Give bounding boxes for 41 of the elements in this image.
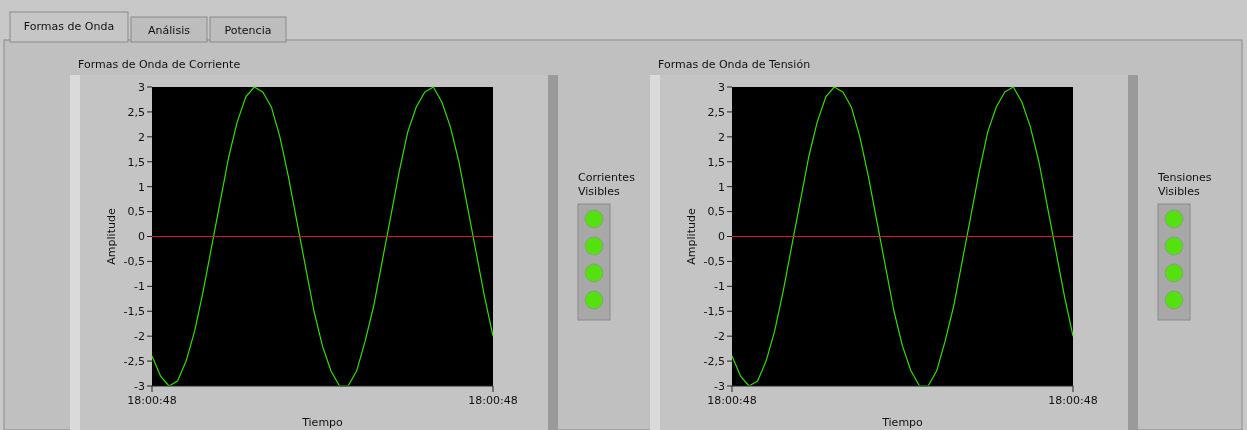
text: Tensiones Visibles <box>1157 171 1212 198</box>
x-tick-label: 18:00:48 <box>1048 394 1098 407</box>
y-tick-label: -0,5 <box>703 255 725 269</box>
y-tick-label: 2 <box>138 130 145 144</box>
y-axis-title: Amplitude <box>105 208 118 265</box>
y-tick-label: -1 <box>714 280 725 294</box>
y-tick-label: 3 <box>138 80 145 94</box>
y-tick-label: 0,5 <box>127 205 145 219</box>
x-tick-label: 18:00:48 <box>127 394 177 407</box>
y-tick-label: 0 <box>718 230 725 244</box>
y-tick-label: 1,5 <box>707 155 725 169</box>
y-tick-label: -0,5 <box>123 255 145 269</box>
y-tick-label: 1,5 <box>127 155 145 169</box>
x-axis-title: Tiempo <box>881 416 924 429</box>
y-tick-label: 3 <box>718 80 725 94</box>
y-tick-label: -1,5 <box>703 305 725 319</box>
y-axis-title: Amplitude <box>685 208 698 265</box>
text: Corrientes Visibles <box>578 171 636 198</box>
y-tick-label: 1 <box>718 180 725 194</box>
y-tick-label: 2 <box>718 130 725 144</box>
text: Análisis <box>148 24 191 37</box>
y-tick-label: 0,5 <box>707 205 725 219</box>
y-tick-label: -3 <box>714 379 725 393</box>
text: Formas de Onda <box>23 20 115 33</box>
y-tick-label: -1 <box>134 280 145 294</box>
y-tick-label: -2 <box>134 330 145 344</box>
y-tick-label: -2 <box>714 330 725 344</box>
chart-title: Formas de Onda de Corriente <box>78 58 241 71</box>
y-tick-label: -2,5 <box>703 354 725 368</box>
text: Potencia <box>224 24 272 37</box>
y-tick-label: 2,5 <box>707 105 725 119</box>
y-tick-label: 0 <box>138 230 145 244</box>
y-tick-label: -1,5 <box>123 305 145 319</box>
y-tick-label: 2,5 <box>127 105 145 119</box>
chart-title: Formas de Onda de Tensión <box>658 58 811 71</box>
x-tick-label: 18:00:48 <box>468 394 518 407</box>
y-tick-label: -3 <box>134 379 145 393</box>
x-axis-title: Tiempo <box>301 416 344 429</box>
x-tick-label: 18:00:48 <box>707 394 757 407</box>
y-tick-label: -2,5 <box>123 354 145 368</box>
y-tick-label: 1 <box>138 180 145 194</box>
